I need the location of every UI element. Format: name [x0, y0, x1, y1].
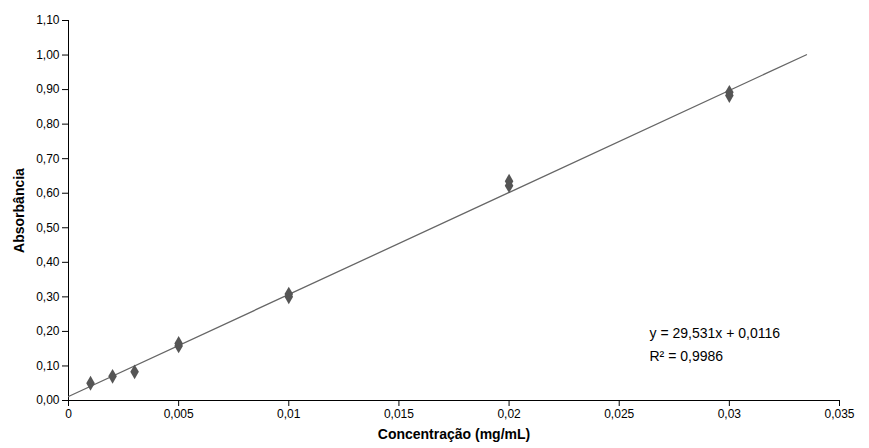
svg-text:0,02: 0,02: [497, 407, 521, 421]
svg-text:1,10: 1,10: [36, 13, 60, 27]
svg-text:0,005: 0,005: [164, 407, 194, 421]
svg-text:0,025: 0,025: [604, 407, 634, 421]
svg-text:0,035: 0,035: [824, 407, 854, 421]
svg-text:Concentração (mg/mL): Concentração (mg/mL): [378, 426, 530, 442]
svg-text:0,20: 0,20: [36, 324, 60, 338]
svg-text:Absorbância: Absorbância: [11, 168, 27, 253]
svg-text:0,03: 0,03: [718, 407, 742, 421]
svg-text:0,40: 0,40: [36, 255, 60, 269]
svg-text:0: 0: [65, 407, 72, 421]
svg-text:0,10: 0,10: [36, 359, 60, 373]
svg-text:0,70: 0,70: [36, 152, 60, 166]
svg-text:0,80: 0,80: [36, 117, 60, 131]
svg-text:0,90: 0,90: [36, 82, 60, 96]
svg-text:0,30: 0,30: [36, 290, 60, 304]
svg-text:0,00: 0,00: [36, 393, 60, 407]
svg-text:1,00: 1,00: [36, 48, 60, 62]
svg-text:0,01: 0,01: [277, 407, 301, 421]
svg-text:0,015: 0,015: [384, 407, 414, 421]
svg-text:0,60: 0,60: [36, 186, 60, 200]
svg-text:y = 29,531x + 0,0116R² = 0,998: y = 29,531x + 0,0116R² = 0,9986: [650, 325, 781, 363]
svg-text:0,50: 0,50: [36, 221, 60, 235]
